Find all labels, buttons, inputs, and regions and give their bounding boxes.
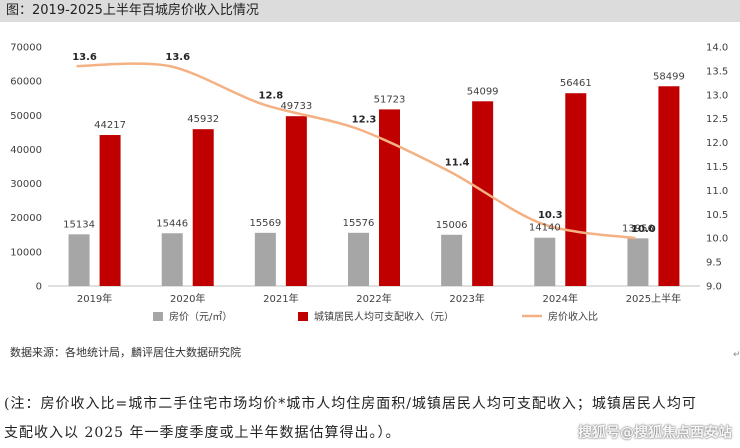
bar-income (472, 101, 494, 286)
legend-label-ratio: 房价收入比 (548, 310, 598, 323)
bar-income (565, 93, 587, 286)
y-left-tick-label: 70000 (10, 43, 42, 54)
y-right-tick-label: 11.0 (706, 186, 728, 197)
y-right-tick-label: 13.5 (706, 66, 728, 77)
watermark: 搜狐号@搜狐焦点西安站 (578, 425, 732, 441)
bar-price (627, 238, 649, 286)
x-tick-label: 2024年 (543, 292, 578, 305)
legend-swatch-price (153, 312, 163, 321)
y-right-tick-label: 12.5 (706, 114, 728, 125)
data-label-price: 15134 (63, 219, 95, 230)
data-label-income: 45932 (187, 114, 219, 125)
y-left-tick-label: 50000 (10, 111, 42, 122)
data-label-ratio: 10.3 (538, 210, 563, 221)
bar-price (161, 233, 183, 286)
y-right-tick-label: 13.0 (706, 90, 728, 101)
x-tick-label: 2019年 (77, 292, 112, 305)
y-left-tick-label: 0 (36, 282, 42, 293)
bar-price (441, 234, 463, 286)
note-line-1: (注：房价收入比=城市二手住宅市场均价*城市人均住房面积/城镇居民人均可支配收入… (4, 396, 697, 412)
x-tick-label: 2021年 (263, 292, 298, 305)
bar-price (348, 232, 369, 286)
bar-price (254, 232, 276, 286)
y-left-tick-label: 60000 (10, 77, 42, 88)
x-tick-label: 2025上半年 (626, 292, 681, 305)
data-label-price: 14140 (529, 223, 561, 234)
data-label-income: 58499 (653, 71, 685, 82)
bar-income (658, 86, 680, 286)
chart: 0 10000 20000 30000 40000 50000 60000 70000 9.0 9… (10, 43, 728, 324)
y-right-tick-label: 14.0 (706, 43, 728, 54)
y-right-tick-label: 9.0 (706, 282, 722, 293)
data-label-income: 54099 (467, 86, 499, 97)
bar-price (68, 234, 90, 286)
data-label-income: 56461 (560, 78, 592, 89)
figure-title: 图：2019-2025上半年百城房价收入比情况 (0, 0, 740, 22)
data-label-ratio: 13.6 (72, 52, 97, 63)
bar-income (285, 116, 307, 286)
data-label-ratio: 12.3 (352, 114, 377, 125)
bar-income (99, 135, 121, 286)
data-label-ratio: 10.0 (631, 224, 656, 235)
data-label-price: 13956 (622, 223, 654, 234)
bar-income (192, 129, 214, 286)
y-left-tick-label: 10000 (10, 247, 42, 258)
data-label-income: 49733 (280, 101, 312, 112)
data-label-price: 15006 (436, 220, 468, 231)
bar-income (379, 109, 400, 287)
data-label-ratio: 12.8 (259, 90, 284, 101)
legend-label-price: 房价（元/㎡） (169, 310, 232, 323)
y-left-tick-label: 20000 (10, 213, 42, 224)
legend-swatch-income (298, 312, 308, 321)
data-label-income: 51723 (374, 94, 406, 105)
y-right-tick-label: 12.0 (706, 138, 728, 149)
y-right-tick-label: 10.0 (706, 234, 728, 245)
y-right-tick-label: 10.5 (706, 210, 728, 221)
x-tick-label: 2022年 (356, 292, 391, 305)
data-label-income: 44217 (94, 120, 126, 131)
y-right-tick-label: 11.5 (706, 162, 728, 173)
y-right-tick-label: 9.5 (706, 258, 722, 269)
note-line-2: 支配收入以 2025 年一季度季度或上半年数据估算得出。）。 (4, 425, 401, 441)
x-tick-label: 2020年 (170, 292, 205, 305)
ratio-line (76, 62, 636, 240)
data-source: 数据来源：各地统计局，麟评居住大数据研究院 (10, 346, 241, 359)
bar-price (534, 237, 556, 286)
data-label-price: 15576 (343, 218, 375, 229)
data-label-price: 15446 (156, 218, 188, 229)
y-left-tick-label: 40000 (10, 145, 42, 156)
legend-label-income: 城镇居民人均可支配收入（元） (314, 310, 454, 323)
data-label-price: 15569 (249, 218, 281, 229)
return-mark: ↵ (733, 350, 740, 360)
x-tick-label: 2023年 (449, 292, 484, 305)
data-label-ratio: 13.6 (165, 52, 190, 63)
y-left-tick-label: 30000 (10, 179, 42, 190)
data-label-ratio: 11.4 (445, 157, 470, 168)
